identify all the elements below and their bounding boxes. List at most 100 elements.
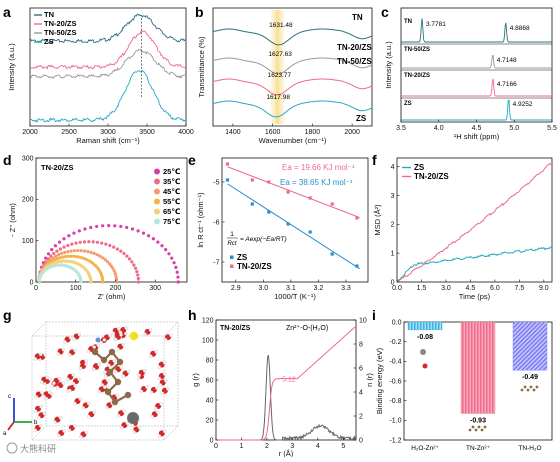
panel-g-hydrogen-atom [142,368,147,373]
panel-d-point-25℃ [167,252,171,256]
panel-g-hydrogen-atom [63,340,67,344]
panel-g-hydrogen-atom [78,366,83,371]
panel-d-point-25℃ [89,225,93,230]
panel-d-legend-marker [154,188,160,195]
panel-g-box-edge [163,321,179,337]
panel-d-point-35℃ [78,240,82,244]
panel-d-point-45℃ [114,274,118,279]
panel-i-ytick-label: 0.0 [392,319,402,326]
panel-c-peak-label: 4.7148 [497,57,517,64]
panel-d-point-65℃ [89,280,93,284]
panel-d-ytick-label: 100 [22,238,34,245]
panel-a-xtick-label: 2000 [22,129,38,136]
panel-e-fit-ZS [227,183,361,270]
panel-g-carbon-atom [91,348,99,356]
panel-a-series-TN-20/ZS [29,28,187,70]
panel-d-point-25℃ [164,248,168,252]
panel-g-hydrogen-atom [154,349,158,354]
panel-g-hydrogen-atom [157,365,161,369]
panel-b-series-label: TN-20/ZS [337,43,372,52]
panel-b-series-label: TN [352,13,363,22]
panel-d-point-25℃ [141,231,146,235]
panel-g-hydrogen-atom [33,409,38,414]
panel-i-molecule-atom [480,428,484,432]
panel-h-xtick-label: 1 [240,443,244,450]
panel-g-hydrogen-atom [96,343,101,348]
panel-g-hydrogen-atom [61,381,66,385]
panel-f-xtick-label: 1.5 [417,285,427,292]
panel-letter-h: h [188,307,197,323]
panel-d-point-45℃ [59,251,64,256]
panel-e-ylabel: ln R ct⁻¹ (ohm⁻¹) [196,192,205,248]
panel-d-point-45℃ [115,280,119,284]
panel-g-hydrogen-atom [148,328,153,332]
panel-g-hydrogen-atom [113,337,118,342]
panel-g-hydrogen-atom [102,338,107,342]
panel-a-ylabel: Intensity (a.u.) [7,43,16,91]
panel-g-hydrogen-atom [105,378,110,383]
panel-d-point-35℃ [119,249,123,253]
panel-d-point-35℃ [125,254,129,258]
panel-d-point-25℃ [160,244,164,248]
panel-d-xtick-label: 200 [110,285,122,292]
panel-d-point-25℃ [113,224,117,228]
panel-f-series-TN-20/ZS [396,162,553,283]
panel-d-point-65℃ [63,259,67,263]
panel-g-hydrogen-atom [163,378,168,383]
panel-i-molecule-atom [483,425,487,429]
panel-g-hydrogen-atom [62,429,66,433]
panel-g-hydrogen-atom [143,332,147,337]
panel-g-box-edge [31,425,47,441]
panel-g-hydrogen-atom [52,381,56,386]
panel-g-hydrogen-atom [37,416,41,420]
panel-d-legend-marker [154,178,160,185]
panel-i-ytick-label: -0.4 [389,359,401,366]
panel-d-point-35℃ [100,241,104,245]
panel-d-point-25℃ [172,261,176,265]
panel-d-point-35℃ [122,251,126,256]
panel-h-ytick-label: 40 [206,397,214,404]
panel-letter-b: b [195,4,204,20]
panel-g-nitrogen-atom [95,337,101,343]
panel-g-hydrogen-atom [73,348,77,353]
panel-g-axis-a-label: a [3,431,7,437]
panel-h-sample-label: TN-20/ZS [220,325,251,332]
panel-g-hydrogen-atom [67,353,72,357]
panel-g-hydrogen-atom [121,374,125,378]
panel-g-hydrogen-atom [77,377,81,381]
panel-f-ytick-label: 1 [391,250,395,257]
panel-a-legend-label: TN-20/ZS [44,19,77,28]
panel-g-hydrogen-atom [71,373,76,377]
panel-d-point-25℃ [151,237,156,241]
panel-d-point-45℃ [89,250,93,255]
panel-d-point-25℃ [175,270,179,274]
panel-d: 25℃35℃45℃55℃65℃75℃ TN-20/ZS 0 100 200 300 0 100… [8,155,188,301]
panel-b-series-TN-50/ZS [212,78,373,96]
panel-letter-f: f [372,152,377,168]
panel-i-molecule-atom [535,385,539,389]
panel-b-series-label: ZS [356,114,367,123]
watermark-logo-icon [6,442,18,454]
panel-d-point-55℃ [66,254,70,258]
panel-g-hydrogen-atom [78,397,83,401]
panel-g-hydrogen-atom [67,388,72,393]
panel-d-ytick-label: 200 [22,197,34,204]
panel-b-xtick-label: 1400 [225,129,241,136]
panel-c: 3.7781 4.8868 TN 4.7148 TN-50/ZS 4.7166 TN-20/… [384,7,557,141]
panel-d-point-35℃ [70,242,74,246]
panel-d-legend-label: 65℃ [163,207,180,216]
panel-d-point-55℃ [72,254,76,258]
panel-g-hydrogen-atom [56,385,60,390]
panel-h-ytick-label: 20 [206,417,214,424]
panel-d-point-75℃ [79,280,83,284]
panel-d-point-65℃ [61,259,65,263]
panel-g-hydrogen-atom [137,373,141,377]
panel-d-point-45℃ [108,262,112,266]
panel-d-point-55℃ [74,254,79,259]
panel-e-legend-label: ZS [237,253,248,262]
panel-letter-c: c [381,4,389,20]
panel-a-xtick-label: 4000 [178,129,194,136]
panel-d-point-45℃ [72,249,77,253]
panel-i-bar-1 [460,321,496,414]
